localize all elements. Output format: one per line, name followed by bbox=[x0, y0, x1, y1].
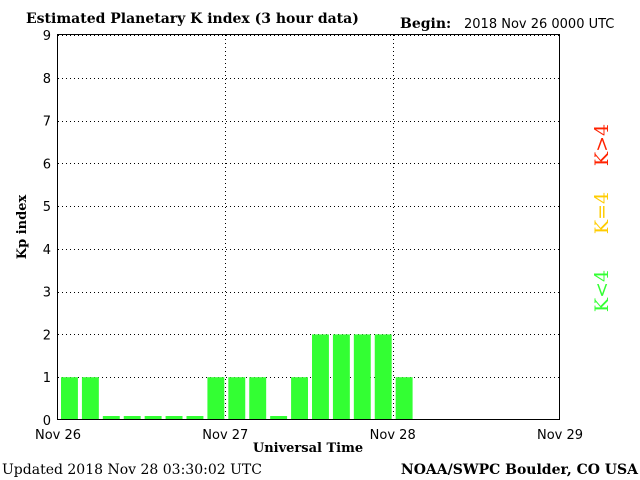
begin-label: Begin: bbox=[400, 16, 451, 32]
updated-timestamp: Updated 2018 Nov 28 03:30:02 UTC bbox=[2, 462, 262, 478]
kp-bar bbox=[102, 416, 120, 420]
chart-title: Estimated Planetary K index (3 hour data… bbox=[26, 11, 359, 27]
kp-bar bbox=[395, 377, 413, 420]
kp-bar bbox=[374, 334, 392, 420]
y-tick-label: 7 bbox=[43, 115, 51, 130]
bar-series bbox=[61, 334, 413, 420]
y-tick-label: 1 bbox=[43, 371, 51, 386]
kp-bar bbox=[186, 416, 204, 420]
begin-value: 2018 Nov 26 0000 UTC bbox=[464, 17, 614, 32]
y-tick-label: 0 bbox=[43, 414, 51, 429]
kp-bar bbox=[144, 416, 162, 420]
kp-bar bbox=[207, 377, 225, 420]
y-tick-labels: 0 1 2 3 4 5 6 7 8 9 bbox=[43, 29, 51, 429]
plot-frame bbox=[57, 34, 560, 420]
kp-bar bbox=[270, 416, 288, 420]
y-tick-label: 8 bbox=[43, 72, 51, 87]
grid-lines bbox=[58, 35, 560, 420]
kp-bar bbox=[353, 334, 371, 420]
x-tick-labels: Nov 26 Nov 27 Nov 28 Nov 29 bbox=[35, 428, 583, 443]
x-tick-label: Nov 28 bbox=[370, 428, 416, 443]
x-axis-label: Universal Time bbox=[253, 441, 363, 456]
kp-bar bbox=[249, 377, 267, 420]
x-tick-label: Nov 29 bbox=[537, 428, 583, 443]
source-credit: NOAA/SWPC Boulder, CO USA bbox=[401, 462, 639, 478]
kp-bar bbox=[123, 416, 141, 420]
y-tick-label: 6 bbox=[43, 157, 51, 172]
legend-entry: K<4 bbox=[591, 270, 613, 312]
y-tick-label: 4 bbox=[43, 243, 51, 258]
color-legend: K<4 K=4 K>4 bbox=[591, 124, 613, 312]
kp-bar bbox=[228, 377, 246, 420]
kp-bar bbox=[332, 334, 350, 420]
kp-bar bbox=[291, 377, 308, 420]
kp-bar bbox=[81, 377, 99, 420]
y-tick-label: 2 bbox=[43, 328, 51, 343]
legend-entry: K=4 bbox=[591, 192, 613, 234]
kp-bar bbox=[165, 416, 183, 420]
x-tick-label: Nov 26 bbox=[35, 428, 81, 443]
y-axis-label: Kp index bbox=[15, 195, 30, 260]
y-tick-label: 9 bbox=[43, 29, 51, 44]
kp-bar bbox=[61, 377, 78, 420]
y-tick-label: 5 bbox=[43, 200, 51, 215]
x-tick-label: Nov 27 bbox=[202, 428, 248, 443]
y-tick-label: 3 bbox=[43, 286, 51, 301]
legend-entry: K>4 bbox=[591, 124, 613, 166]
kp-bar bbox=[312, 334, 329, 420]
